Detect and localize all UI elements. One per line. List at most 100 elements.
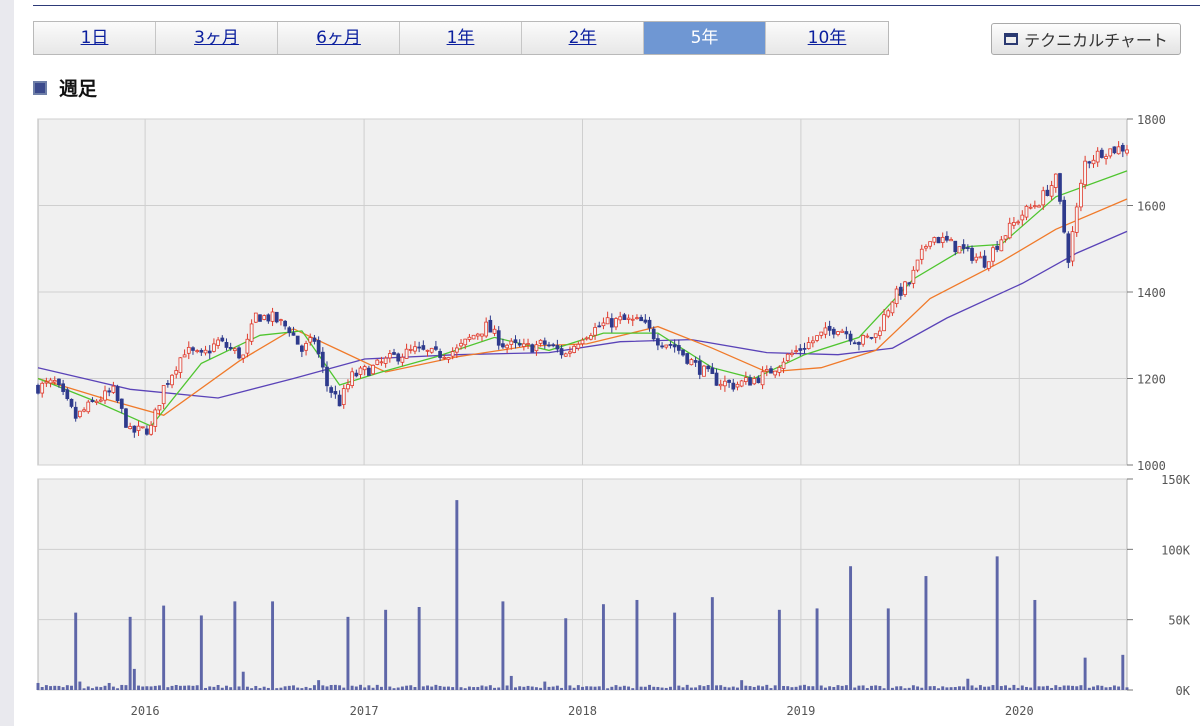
tab-1day[interactable]: 1日 [34, 22, 156, 54]
candle-down [283, 320, 287, 327]
candle-up [873, 333, 878, 338]
volume-bar [844, 685, 848, 690]
volume-bar [275, 688, 279, 690]
volume-spike-bar [417, 607, 421, 690]
candle-up [40, 382, 45, 394]
candle-up [480, 333, 484, 337]
volume-tick-label: 100K [1161, 543, 1191, 557]
volume-bar [727, 687, 731, 690]
volume-bar [723, 686, 727, 690]
year-tick-label: 2019 [786, 704, 815, 718]
tab-5years[interactable]: 5年 [644, 22, 766, 54]
volume-bar [970, 685, 974, 690]
candle-up [702, 365, 706, 377]
year-tick-label: 2020 [1005, 704, 1034, 718]
ma-mid-line [37, 198, 1128, 417]
volume-bar [706, 685, 710, 690]
volume-bar [983, 686, 987, 690]
volume-bar [183, 685, 187, 690]
volume-bar [1087, 687, 1091, 690]
volume-bar [187, 685, 191, 690]
candle-down [660, 345, 664, 348]
volume-bar [1025, 686, 1028, 690]
candle-up [249, 323, 254, 342]
candle-up [614, 318, 618, 328]
candle-down [731, 382, 736, 390]
left-gutter [0, 0, 14, 726]
price-tick-label: 1800 [1137, 113, 1166, 127]
candle-down [639, 316, 643, 322]
candle-up [279, 319, 283, 322]
candle-down [953, 240, 958, 253]
volume-bar [555, 685, 559, 690]
candle-up [1070, 231, 1075, 262]
candle-up [509, 340, 514, 345]
candle-up [1012, 222, 1016, 226]
volume-bar [1100, 685, 1104, 690]
candle-down [496, 330, 501, 346]
tab-2years[interactable]: 2年 [522, 22, 644, 54]
candle-down [316, 340, 321, 355]
candle-down [748, 377, 752, 386]
tab-10years[interactable]: 10年 [766, 22, 888, 54]
candle-up [790, 352, 794, 356]
volume-bar [945, 687, 949, 690]
candle-down [542, 340, 547, 345]
volume-bar [1108, 687, 1112, 690]
volume-bar [434, 684, 438, 690]
volume-bar [1112, 685, 1116, 690]
volume-spike-bar [924, 576, 928, 690]
volume-bar [463, 688, 467, 690]
candle-down [1066, 233, 1071, 263]
candle-down [555, 345, 560, 350]
candle-down [656, 338, 660, 346]
technical-chart-button[interactable]: テクニカルチャート [991, 23, 1181, 55]
volume-bar [304, 686, 308, 690]
candle-up [203, 349, 208, 354]
technical-chart-label: テクニカルチャート [1024, 31, 1168, 50]
volume-bar [287, 685, 291, 690]
volume-bar [170, 685, 174, 690]
candle-down [228, 347, 233, 349]
candle-up [270, 311, 275, 322]
volume-bar [786, 686, 790, 690]
candle-down [65, 389, 70, 399]
candle-up [924, 246, 928, 249]
volume-bar [254, 685, 258, 690]
range-tabs: 1日 3ヶ月 6ヶ月 1年 2年 5年 10年 [33, 21, 889, 55]
volume-spike-bar [241, 671, 245, 690]
candle-down [844, 331, 849, 335]
tab-3months[interactable]: 3ヶ月 [156, 22, 278, 54]
candle-up [522, 343, 526, 347]
candle-up [940, 236, 945, 243]
tab-6months[interactable]: 6ヶ月 [278, 22, 400, 54]
candle-up [86, 401, 91, 413]
candle-up [882, 314, 886, 332]
volume-bar [488, 685, 492, 690]
volume-bar [363, 687, 367, 690]
volume-bar [409, 685, 413, 690]
candle-up [572, 345, 576, 353]
candle-up [1037, 205, 1041, 208]
volume-bar [379, 686, 383, 690]
tab-1year[interactable]: 1年 [400, 22, 522, 54]
volume-spike-bar [501, 601, 505, 690]
volume-bar [756, 685, 760, 690]
candle-up [492, 328, 497, 334]
candle-up [149, 424, 153, 435]
candle-up [928, 241, 933, 247]
volume-bar [895, 686, 899, 690]
candle-up [216, 339, 220, 346]
volume-bar [962, 686, 966, 690]
volume-bar [748, 686, 752, 690]
volume-bar [782, 685, 786, 690]
candle-down [982, 255, 987, 268]
candle-down [392, 352, 396, 355]
candle-up [413, 346, 417, 352]
volume-spike-bar [455, 500, 459, 690]
candle-up [358, 367, 363, 375]
candle-up [739, 380, 744, 387]
candle-down [36, 384, 40, 394]
candle-down [517, 343, 522, 346]
